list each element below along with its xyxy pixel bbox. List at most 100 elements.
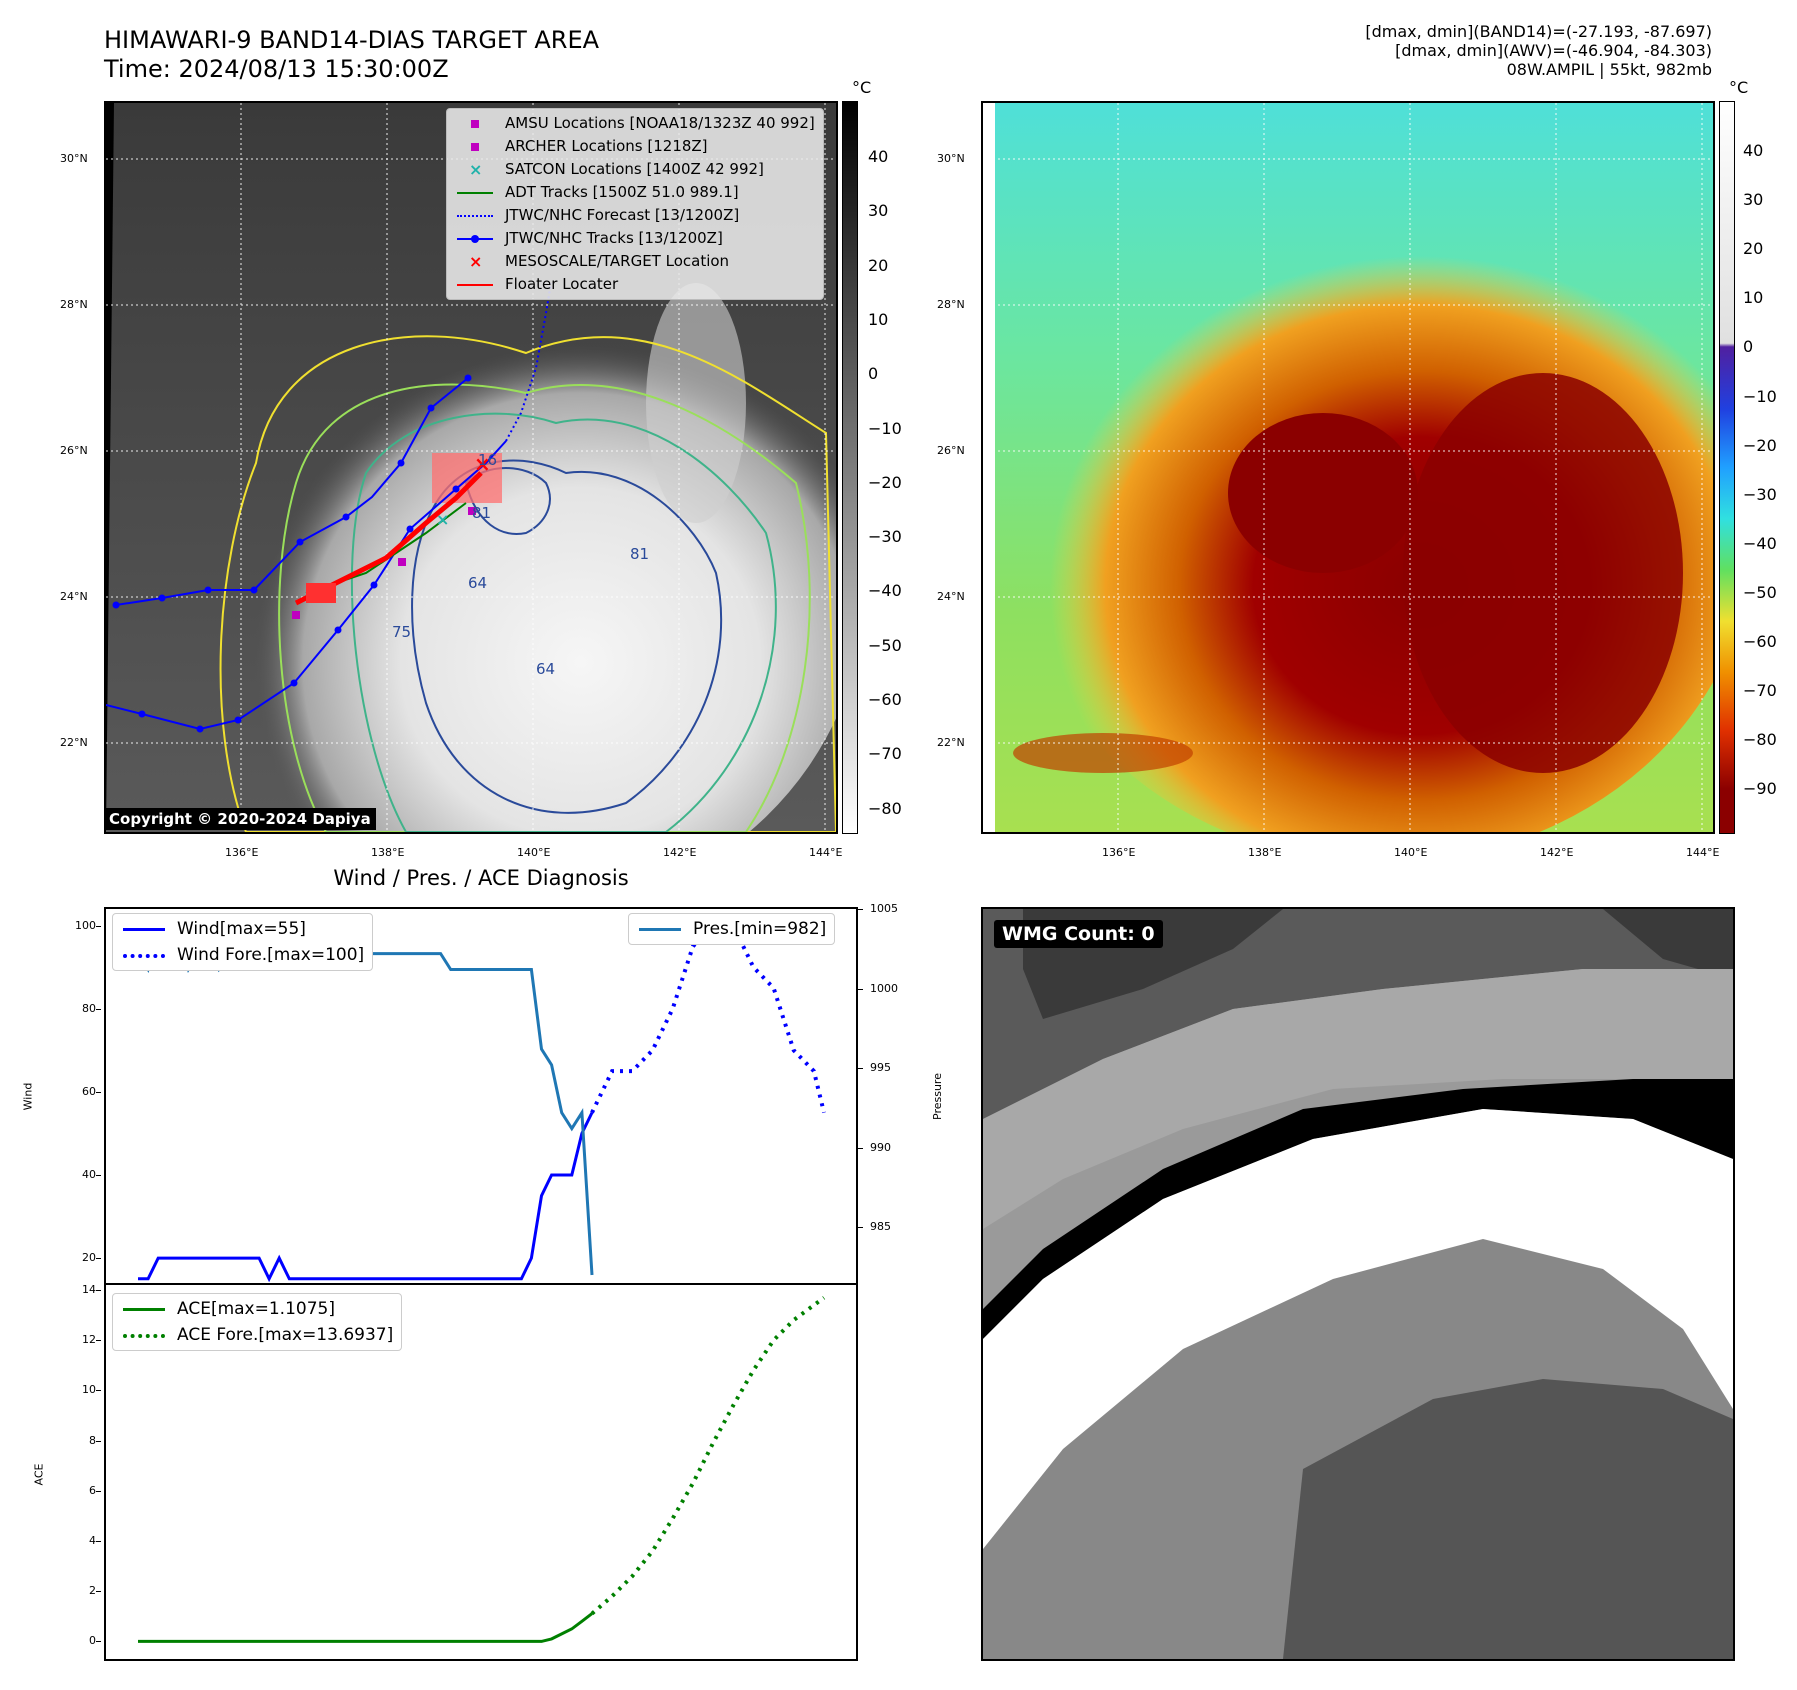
pressure-legend: Pres.[min=982] [628,913,836,945]
line-icon [121,922,167,936]
contour-label: 81 [630,545,650,563]
lat-label: 30°N [60,152,88,165]
lon-label: 138°E [1248,846,1282,859]
wind-tick-label: 80 [82,1001,96,1015]
lon-label: 140°E [1394,846,1428,859]
series-line [590,1296,826,1616]
colorbar-tick-label: 30 [1743,190,1764,210]
lat-label: 22°N [937,736,965,749]
lon-label: 144°E [809,846,843,859]
lat-label: 26°N [60,444,88,457]
tick-mark [96,1591,101,1593]
legend-item-pressure: Pres.[min=982] [637,916,826,942]
colorbar-tick-label: −30 [868,527,902,547]
legend-item-jtwc-tracks: JTWC/NHC Tracks [13/1200Z] [455,227,815,250]
wind-legend: Wind[max=55] Wind Fore.[max=100] [112,913,374,971]
contour-label: 64 [468,574,488,592]
legend-item-archer: ARCHER Locations [1218Z] [455,135,815,158]
series-line [590,923,826,1114]
ace-axis-label: ACE [32,1463,46,1486]
wind-tick-label: 100 [75,918,96,932]
lon-label: 138°E [371,846,405,859]
tick-mark [96,1641,101,1643]
line-icon [637,922,683,936]
colorbar-tick-label: 20 [1743,239,1764,259]
x-marker-icon: × [469,251,483,271]
colorbar-right [1719,101,1735,834]
ace-tick-label: 8 [89,1433,96,1447]
colorbar-left [842,101,858,834]
awv-range: [dmax, dmin](AWV)=(-46.904, -84.303) [1395,41,1712,60]
svg-text:×: × [436,510,449,529]
colorbar-tick-label: −30 [1743,484,1777,504]
awv-map-panel [981,101,1715,834]
ace-tick-label: 0 [89,1634,96,1648]
tick-mark [858,909,863,910]
ace-tick-label: 6 [89,1483,96,1497]
wind-tick-label: 20 [82,1251,96,1265]
tick-mark [858,1147,863,1149]
pressure-tick-label: 1000 [870,981,898,995]
lon-label: 136°E [225,846,259,859]
colorbar-tick-label: −60 [1743,632,1777,651]
map-legend: AMSU Locations [NOAA18/1323Z 40 992] ARC… [446,108,824,300]
ace-panel [104,1283,858,1661]
legend-item-wind: Wind[max=55] [121,916,364,942]
lat-label: 28°N [937,298,965,311]
tick-mark [96,1490,101,1492]
tick-mark [96,1440,101,1442]
lat-label: 28°N [60,298,88,311]
colorbar-tick-label: 0 [868,364,879,384]
legend-item-satcon: × SATCON Locations [1400Z 42 992] [455,158,815,181]
storm-summary: 08W.AMPIL | 55kt, 982mb [1506,60,1712,79]
awv-map-image [983,103,1713,832]
lat-label: 24°N [60,590,88,603]
dotted-line-icon [121,948,167,962]
colorbar-tick-label: 10 [868,309,889,329]
tick-mark [96,1340,101,1342]
pressure-tick-label: 1005 [870,902,898,915]
contour-label: 64 [536,660,556,678]
lat-label: 22°N [60,736,88,749]
series-line [136,934,594,1276]
tick-mark [96,1091,101,1093]
tick-mark [858,988,863,990]
legend-item-amsu: AMSU Locations [NOAA18/1323Z 40 992] [455,112,815,135]
colorbar-tick-label: 30 [868,201,889,221]
colorbar-tick-label: −40 [1743,533,1777,553]
line-icon [121,1302,167,1316]
series-line [138,1612,593,1643]
lat-label: 30°N [937,152,965,165]
dotted-line-icon [455,209,495,223]
contour-label: 16 [478,451,498,469]
colorbar-tick-label: −20 [1743,435,1777,455]
legend-item-mesoscale: × MESOSCALE/TARGET Location [455,250,815,273]
colorbar-tick-label: −10 [868,418,902,438]
square-marker-icon [455,140,495,154]
tick-mark [96,1258,101,1260]
wind-tick-label: 40 [82,1167,96,1181]
lon-label: 140°E [517,846,551,859]
colorbar-unit: °C [1729,78,1749,97]
tick-mark [96,1174,101,1176]
legend-item-floater: Floater Locater [455,273,815,296]
colorbar-unit: °C [852,78,872,97]
pressure-tick-label: 990 [870,1140,891,1154]
lon-label: 136°E [1102,846,1136,859]
colorbar-tick-label: −50 [1743,582,1777,602]
pressure-tick-label: 985 [870,1220,891,1234]
wmg-count-badge: WMG Count: 0 [994,920,1163,948]
colorbar-tick-label: −50 [868,635,902,655]
lon-label: 142°E [1540,846,1574,859]
colorbar-tick-label: −10 [1743,386,1777,406]
legend-item-jtwc-forecast: JTWC/NHC Forecast [13/1200Z] [455,204,815,227]
wind-axis-label: Wind [21,1082,35,1111]
copyright-label: Copyright © 2020-2024 Dapiya [104,808,376,830]
lat-label: 24°N [937,590,965,603]
legend-item-adt: ADT Tracks [1500Z 51.0 989.1] [455,181,815,204]
legend-item-wind-forecast: Wind Fore.[max=100] [121,942,364,968]
ace-tick-label: 10 [82,1383,96,1397]
colorbar-tick-label: −60 [868,690,902,709]
colorbar-tick-label: −20 [868,472,902,492]
lon-label: 142°E [663,846,697,859]
